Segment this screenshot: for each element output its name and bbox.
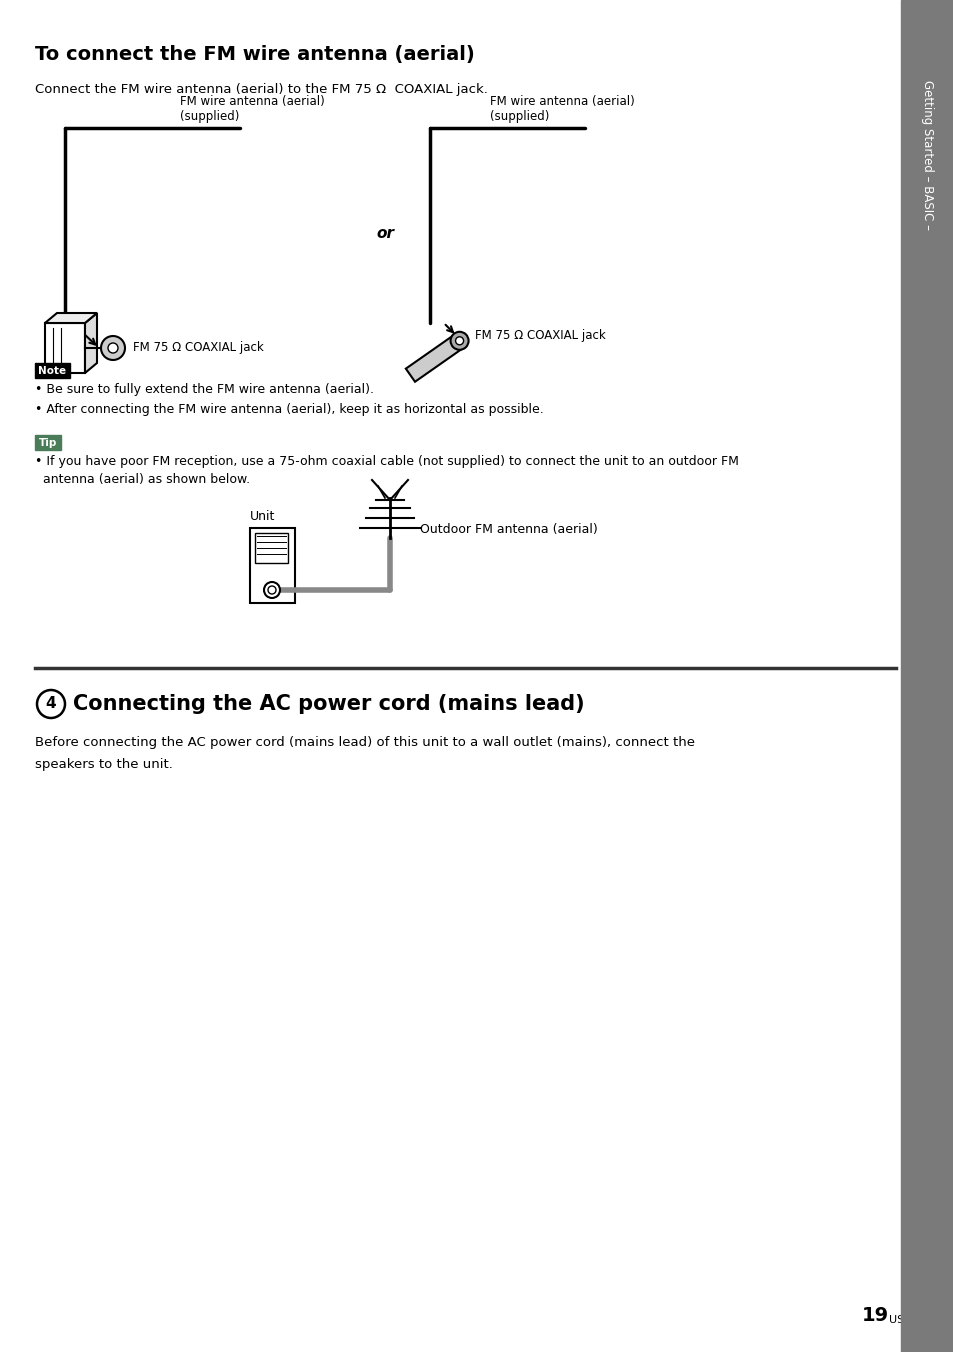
Circle shape bbox=[264, 581, 280, 598]
Circle shape bbox=[101, 337, 125, 360]
Text: To connect the FM wire antenna (aerial): To connect the FM wire antenna (aerial) bbox=[35, 45, 475, 64]
Bar bbox=[35, 435, 61, 450]
Bar bbox=[405, 334, 464, 381]
Text: Unit: Unit bbox=[250, 510, 275, 523]
Bar bbox=[45, 323, 85, 373]
Text: 19: 19 bbox=[861, 1306, 888, 1325]
Text: Getting Started – BASIC –: Getting Started – BASIC – bbox=[920, 80, 933, 230]
Circle shape bbox=[37, 690, 65, 718]
Text: FM wire antenna (aerial)
(supplied): FM wire antenna (aerial) (supplied) bbox=[180, 95, 324, 123]
Text: Note: Note bbox=[38, 365, 66, 376]
Circle shape bbox=[108, 343, 118, 353]
Polygon shape bbox=[45, 314, 97, 323]
Text: antenna (aerial) as shown below.: antenna (aerial) as shown below. bbox=[35, 473, 250, 485]
Text: or: or bbox=[375, 226, 394, 241]
Circle shape bbox=[268, 585, 275, 594]
Text: 4: 4 bbox=[46, 696, 56, 711]
Text: • If you have poor FM reception, use a 75-ohm coaxial cable (not supplied) to co: • If you have poor FM reception, use a 7… bbox=[35, 456, 739, 468]
Text: FM 75 Ω COAXIAL jack: FM 75 Ω COAXIAL jack bbox=[474, 330, 605, 342]
Circle shape bbox=[456, 337, 463, 345]
Text: Tip: Tip bbox=[39, 438, 57, 448]
Text: speakers to the unit.: speakers to the unit. bbox=[35, 758, 172, 771]
Text: Before connecting the AC power cord (mains lead) of this unit to a wall outlet (: Before connecting the AC power cord (mai… bbox=[35, 735, 695, 749]
Bar bbox=[900, 0, 953, 1352]
Bar bbox=[254, 533, 288, 562]
Text: Connecting the AC power cord (mains lead): Connecting the AC power cord (mains lead… bbox=[73, 694, 584, 714]
Text: FM wire antenna (aerial)
(supplied): FM wire antenna (aerial) (supplied) bbox=[490, 95, 634, 123]
Bar bbox=[250, 529, 294, 603]
Text: • Be sure to fully extend the FM wire antenna (aerial).: • Be sure to fully extend the FM wire an… bbox=[35, 383, 374, 396]
Polygon shape bbox=[85, 314, 97, 373]
Bar bbox=[35, 362, 70, 379]
Circle shape bbox=[450, 331, 468, 350]
Text: FM 75 Ω COAXIAL jack: FM 75 Ω COAXIAL jack bbox=[132, 342, 263, 354]
Text: Outdoor FM antenna (aerial): Outdoor FM antenna (aerial) bbox=[419, 523, 598, 537]
Text: Connect the FM wire antenna (aerial) to the FM 75 Ω  COAXIAL jack.: Connect the FM wire antenna (aerial) to … bbox=[35, 82, 487, 96]
Text: US: US bbox=[888, 1315, 903, 1325]
Text: • After connecting the FM wire antenna (aerial), keep it as horizontal as possib: • After connecting the FM wire antenna (… bbox=[35, 403, 543, 416]
